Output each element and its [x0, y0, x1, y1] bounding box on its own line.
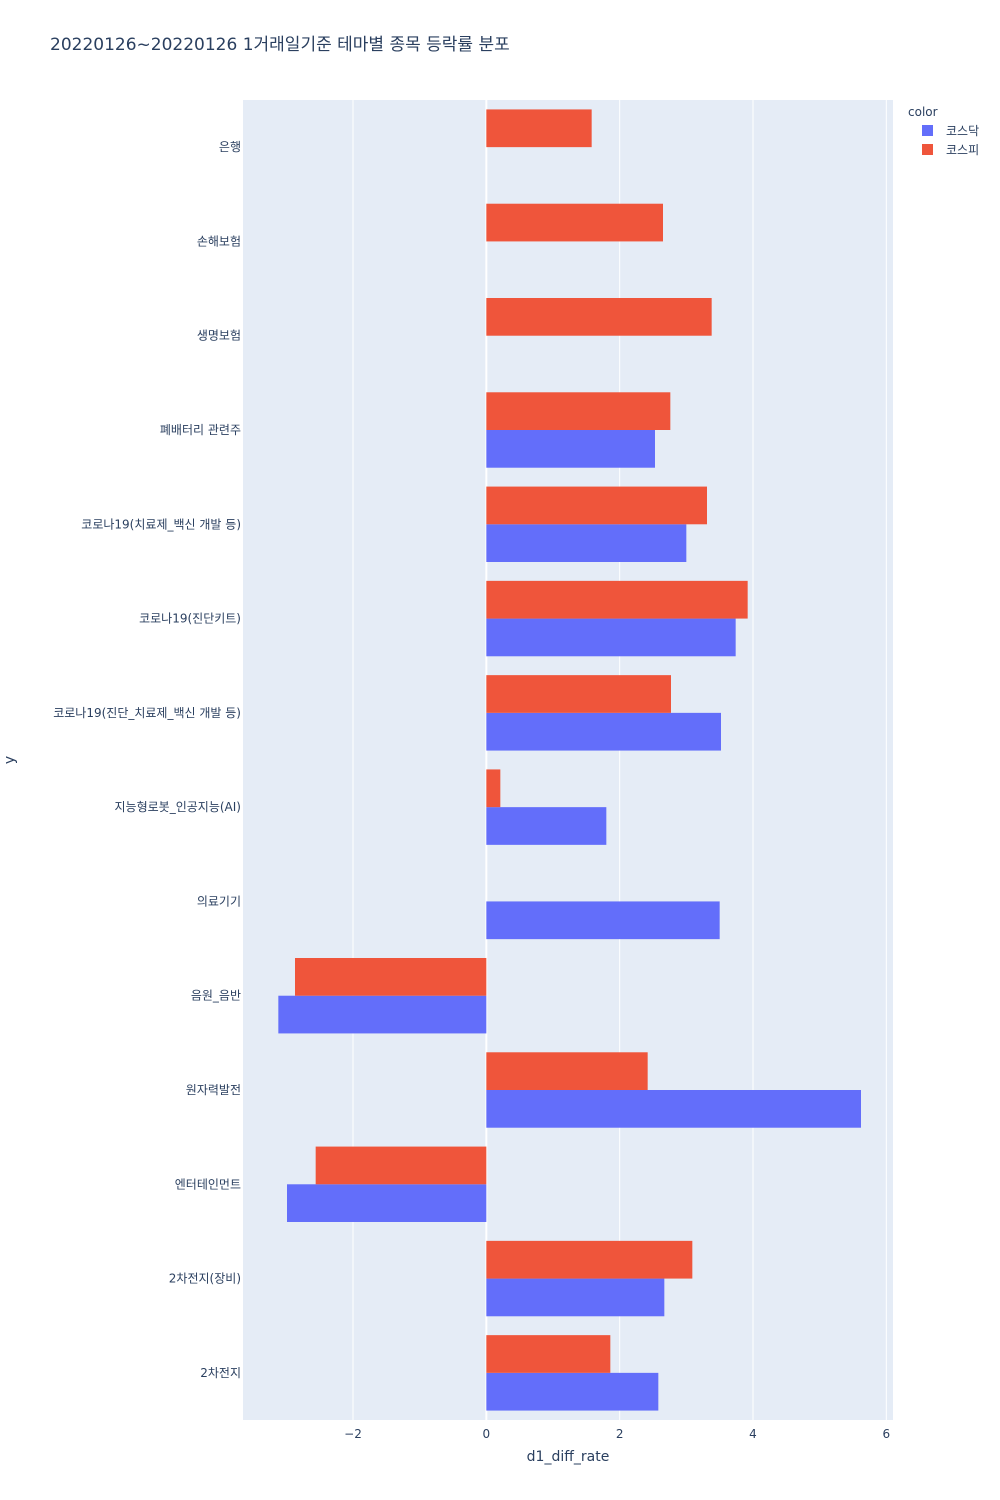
bar [486, 580, 748, 619]
bar [486, 618, 736, 657]
bar [486, 1278, 665, 1317]
bar [486, 901, 720, 940]
bar [486, 392, 671, 430]
bar [486, 769, 501, 808]
bar [486, 298, 712, 336]
y-tick-label: 코로나19(진단키트) [139, 612, 241, 626]
bar [486, 1052, 648, 1090]
bar [486, 486, 707, 525]
bar [287, 1184, 487, 1222]
legend-label: 코스닥 [946, 124, 979, 138]
y-tick-label: 의료기기 [197, 894, 241, 908]
legend-swatch [922, 125, 933, 136]
bar [486, 203, 663, 242]
bar [295, 958, 487, 996]
bar [486, 524, 687, 562]
bar [486, 1372, 659, 1411]
y-tick-label: 은행 [219, 139, 241, 154]
x-axis-title: d1_diff_rate [527, 1449, 610, 1465]
bar [486, 807, 607, 845]
x-tick-label: 0 [483, 1427, 491, 1441]
y-tick-label: 엔터테인먼트 [175, 1177, 241, 1191]
legend-title: color [908, 105, 938, 119]
chart-title: 20220126~20220126 1거래일기준 테마별 종목 등락률 분포 [50, 35, 510, 55]
y-tick-label: 2차전지(장비) [169, 1272, 241, 1286]
x-tick-label: 6 [883, 1427, 891, 1441]
bar [486, 109, 592, 148]
y-tick-label: 폐배터리 관련주 [160, 423, 241, 437]
y-tick-label: 손해보험 [197, 234, 241, 248]
y-tick-label: 원자력발전 [186, 1083, 241, 1097]
y-tick-label: 코로나19(치료제_백신 개발 등) [81, 517, 241, 531]
bar [315, 1146, 487, 1185]
bar [486, 1090, 861, 1128]
y-tick-label: 생명보험 [197, 329, 241, 343]
y-axis-title: y [2, 756, 18, 764]
bar [486, 712, 721, 751]
bar [278, 995, 487, 1034]
legend-swatch [922, 144, 933, 155]
y-tick-label: 2차전지 [200, 1366, 241, 1380]
bar [486, 430, 655, 468]
x-tick-label: 4 [749, 1427, 757, 1441]
bar [486, 675, 671, 713]
y-tick-label: 음원_음반 [191, 989, 241, 1003]
y-tick-label: 지능형로봇_인공지능(AI) [115, 800, 241, 814]
y-tick-label: 코로나19(진단_치료제_백신 개발 등) [53, 706, 241, 720]
legend-label: 코스피 [946, 143, 979, 157]
x-tick-label: −2 [344, 1427, 362, 1441]
x-tick-label: 2 [616, 1427, 624, 1441]
bar [486, 1240, 693, 1279]
bar [486, 1335, 611, 1373]
